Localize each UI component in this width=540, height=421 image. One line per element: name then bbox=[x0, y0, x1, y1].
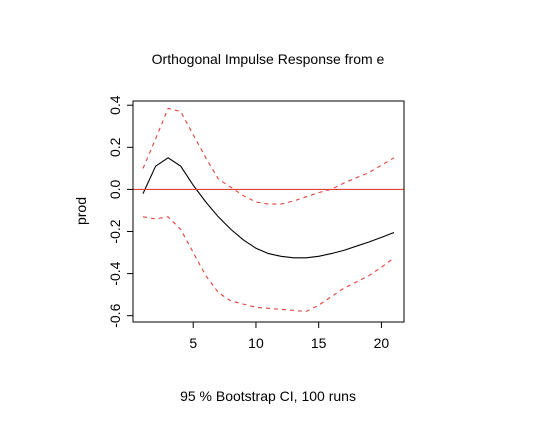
x-tick-label: 10 bbox=[248, 335, 264, 351]
x-axis-label: 95 % Bootstrap CI, 100 runs bbox=[180, 388, 356, 404]
chart-title: Orthogonal Impulse Response from e bbox=[152, 51, 385, 67]
y-tick-label: -0.6 bbox=[107, 303, 123, 327]
x-tick-label: 5 bbox=[189, 335, 197, 351]
y-tick-label: 0.2 bbox=[107, 137, 123, 157]
plot-area: 5 10 15 20 -0.6 -0.4 -0.2 0.0 0.2 0.4 bbox=[107, 95, 405, 351]
plot-frame bbox=[132, 100, 405, 323]
y-tick-label: 0.4 bbox=[107, 95, 123, 115]
impulse-response-line bbox=[142, 157, 395, 259]
x-tick-label: 15 bbox=[311, 335, 327, 351]
x-tick-label: 20 bbox=[374, 335, 390, 351]
ci-band-line-2 bbox=[142, 216, 395, 313]
y-tick-label: -0.2 bbox=[107, 219, 123, 243]
y-tick-label: -0.4 bbox=[107, 261, 123, 285]
y-axis-label: prod bbox=[73, 197, 89, 225]
y-tick-label: 0.0 bbox=[107, 179, 123, 199]
